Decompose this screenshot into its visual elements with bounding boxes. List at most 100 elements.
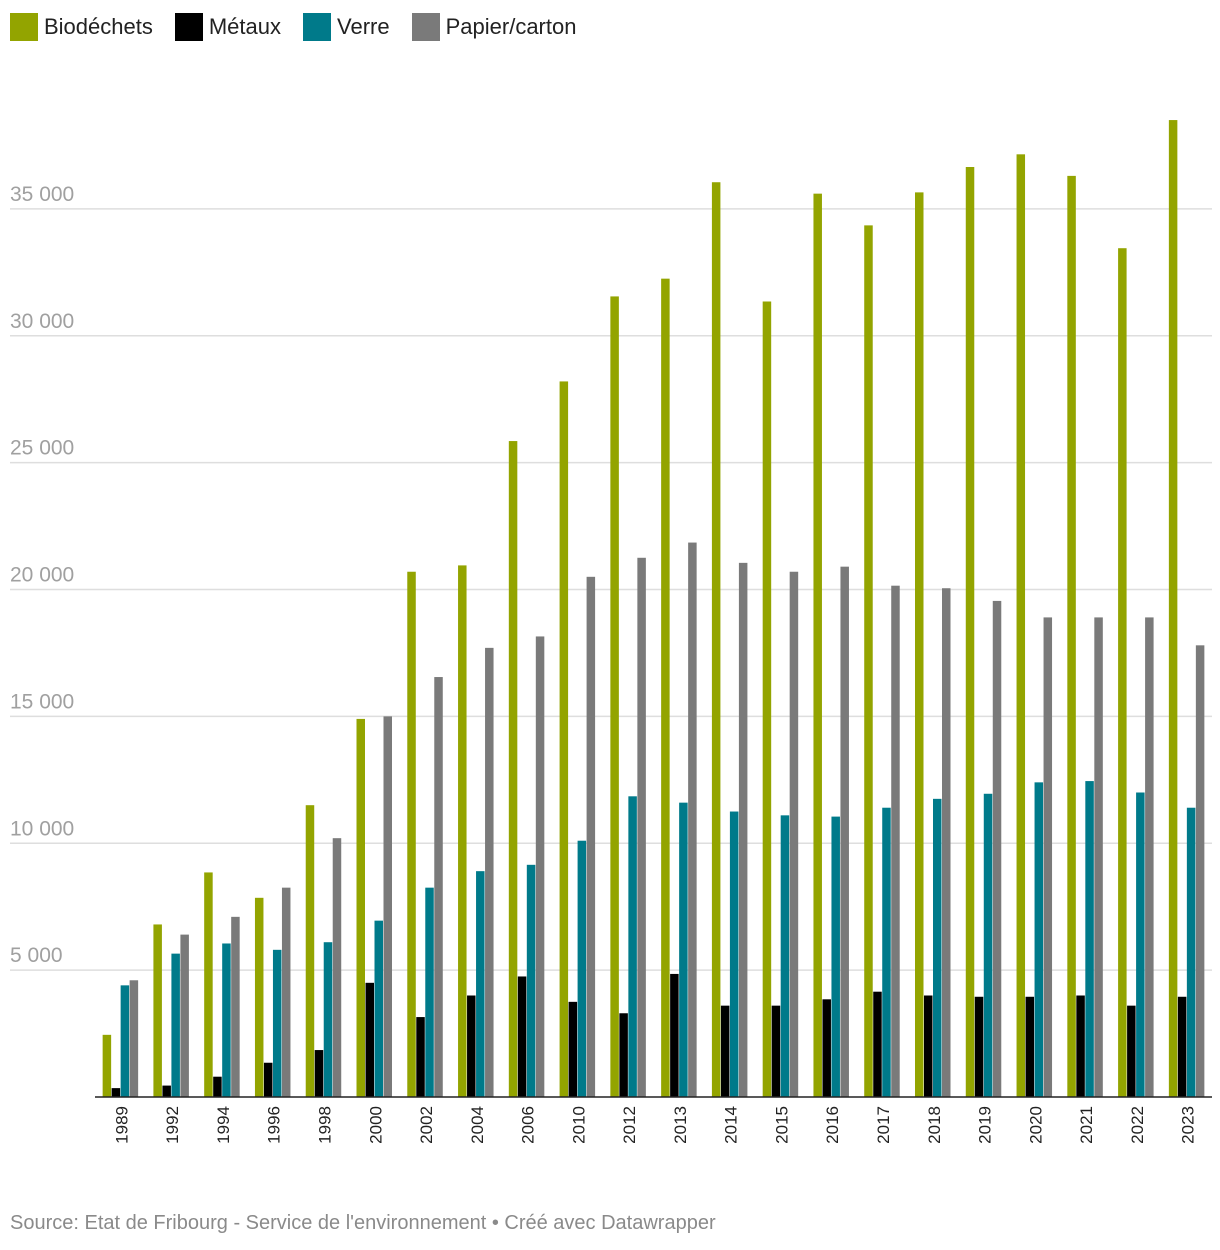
- bar-biod-chets-1994[interactable]: [204, 872, 213, 1097]
- bar-papier-carton-2023[interactable]: [1195, 645, 1205, 1097]
- bar-biod-chets-2019[interactable]: [965, 167, 975, 1098]
- bar-papier-carton-2013[interactable]: [688, 542, 697, 1097]
- bar-papier-carton-1989[interactable]: [129, 980, 139, 1097]
- bar-verre-2022[interactable]: [1136, 792, 1145, 1098]
- bar-verre-1998[interactable]: [323, 942, 333, 1097]
- legend-item-verre[interactable]: Verre: [303, 13, 390, 41]
- bar-papier-carton-2016[interactable]: [840, 566, 849, 1097]
- bar-papier-carton-2012[interactable]: [637, 557, 646, 1097]
- bar-verre-2013[interactable]: [679, 802, 688, 1097]
- x-tick-label-2012: 2012: [620, 1106, 639, 1144]
- bar-biod-chets-1989[interactable]: [102, 1034, 112, 1097]
- x-tick-label-2013: 2013: [671, 1106, 690, 1144]
- bar-verre-2000[interactable]: [374, 920, 384, 1097]
- bar-verre-2012[interactable]: [628, 796, 637, 1097]
- bar-verre-1992[interactable]: [171, 953, 180, 1097]
- bar-verre-2002[interactable]: [425, 887, 434, 1097]
- bar-m-taux-2012[interactable]: [619, 1013, 628, 1097]
- bar-m-taux-2004[interactable]: [467, 995, 476, 1098]
- bar-biod-chets-2000[interactable]: [356, 718, 366, 1097]
- bar-m-taux-2015[interactable]: [771, 1005, 781, 1097]
- legend: Biodéchets Métaux Verre Papier/carton: [10, 10, 598, 44]
- bar-verre-1989[interactable]: [120, 985, 130, 1097]
- bar-m-taux-2002[interactable]: [416, 1017, 425, 1097]
- legend-item-papier-carton[interactable]: Papier/carton: [411, 13, 576, 41]
- bar-m-taux-2018[interactable]: [924, 995, 933, 1098]
- bar-papier-carton-1996[interactable]: [281, 887, 291, 1097]
- bar-papier-carton-1994[interactable]: [231, 916, 240, 1097]
- x-tick-label-1996: 1996: [265, 1106, 284, 1144]
- bar-biod-chets-1996[interactable]: [254, 897, 264, 1097]
- bar-verre-2015[interactable]: [780, 815, 790, 1097]
- bar-verre-2023[interactable]: [1186, 807, 1196, 1097]
- bar-m-taux-2016[interactable]: [822, 999, 831, 1097]
- bar-verre-2018[interactable]: [933, 798, 942, 1097]
- bar-papier-carton-2004[interactable]: [485, 647, 494, 1097]
- bar-papier-carton-2000[interactable]: [383, 716, 393, 1097]
- bar-m-taux-1996[interactable]: [263, 1062, 273, 1097]
- bar-papier-carton-2020[interactable]: [1043, 617, 1053, 1097]
- bar-verre-2016[interactable]: [831, 816, 840, 1097]
- bar-verre-1996[interactable]: [272, 949, 282, 1097]
- bar-verre-1994[interactable]: [222, 943, 231, 1097]
- bar-biod-chets-2014[interactable]: [711, 182, 721, 1097]
- bar-biod-chets-2015[interactable]: [762, 301, 772, 1097]
- bar-m-taux-2013[interactable]: [670, 973, 679, 1097]
- bar-m-taux-2017[interactable]: [873, 991, 882, 1097]
- x-tick-label-2016: 2016: [823, 1106, 842, 1144]
- bar-biod-chets-2002[interactable]: [407, 571, 416, 1097]
- bar-biod-chets-2006[interactable]: [508, 441, 518, 1097]
- bar-papier-carton-2018[interactable]: [942, 588, 951, 1097]
- bar-m-taux-2023[interactable]: [1177, 996, 1187, 1097]
- bar-papier-carton-2010[interactable]: [586, 576, 596, 1097]
- bar-m-taux-2020[interactable]: [1025, 996, 1035, 1097]
- bar-m-taux-2010[interactable]: [568, 1001, 578, 1097]
- bar-m-taux-2022[interactable]: [1127, 1005, 1136, 1097]
- bar-biod-chets-2013[interactable]: [661, 278, 670, 1097]
- legend-item-metaux[interactable]: Métaux: [174, 13, 282, 41]
- bar-m-taux-1989[interactable]: [111, 1088, 121, 1097]
- bar-biod-chets-2021[interactable]: [1067, 175, 1076, 1097]
- bar-papier-carton-2014[interactable]: [738, 562, 748, 1097]
- bar-verre-2021[interactable]: [1085, 781, 1094, 1097]
- bar-m-taux-1992[interactable]: [162, 1085, 171, 1097]
- bar-biod-chets-2010[interactable]: [559, 381, 569, 1097]
- bar-m-taux-1994[interactable]: [213, 1076, 222, 1097]
- source-note: Source: Etat de Fribourg - Service de l'…: [10, 1212, 716, 1234]
- bar-m-taux-2000[interactable]: [365, 982, 375, 1097]
- bar-papier-carton-2002[interactable]: [434, 677, 443, 1097]
- bar-verre-2020[interactable]: [1034, 782, 1044, 1097]
- bar-papier-carton-2006[interactable]: [535, 636, 545, 1097]
- bar-biod-chets-2004[interactable]: [458, 565, 467, 1097]
- bar-papier-carton-1998[interactable]: [332, 838, 342, 1097]
- bar-m-taux-2014[interactable]: [720, 1005, 730, 1097]
- bar-biod-chets-2023[interactable]: [1168, 120, 1178, 1097]
- bar-papier-carton-2015[interactable]: [789, 571, 799, 1097]
- bar-verre-2014[interactable]: [729, 811, 739, 1097]
- bar-verre-2006[interactable]: [526, 864, 536, 1097]
- bar-verre-2019[interactable]: [983, 793, 993, 1097]
- legend-label-metaux: Métaux: [208, 14, 282, 39]
- bar-biod-chets-1998[interactable]: [305, 805, 315, 1097]
- bar-papier-carton-2017[interactable]: [891, 585, 900, 1097]
- bar-biod-chets-1992[interactable]: [153, 924, 162, 1097]
- bar-papier-carton-1992[interactable]: [180, 934, 189, 1097]
- bar-biod-chets-2022[interactable]: [1118, 248, 1127, 1098]
- bar-biod-chets-2016[interactable]: [813, 193, 822, 1097]
- bar-biod-chets-2012[interactable]: [610, 296, 619, 1097]
- bar-verre-2004[interactable]: [476, 871, 485, 1097]
- bar-papier-carton-2021[interactable]: [1094, 617, 1103, 1097]
- bar-m-taux-2021[interactable]: [1076, 995, 1085, 1098]
- bar-m-taux-1998[interactable]: [314, 1050, 324, 1097]
- legend-swatch-biodechets: [10, 13, 38, 41]
- bar-verre-2017[interactable]: [882, 807, 891, 1097]
- bar-biod-chets-2018[interactable]: [915, 192, 924, 1098]
- bar-biod-chets-2017[interactable]: [864, 225, 873, 1097]
- bar-verre-2010[interactable]: [577, 840, 587, 1097]
- bar-papier-carton-2022[interactable]: [1145, 617, 1154, 1097]
- bar-m-taux-2006[interactable]: [517, 976, 527, 1097]
- bar-biod-chets-2020[interactable]: [1016, 154, 1026, 1098]
- legend-item-biodechets[interactable]: Biodéchets: [10, 13, 153, 41]
- bar-m-taux-2019[interactable]: [974, 996, 984, 1097]
- bar-papier-carton-2019[interactable]: [992, 600, 1002, 1097]
